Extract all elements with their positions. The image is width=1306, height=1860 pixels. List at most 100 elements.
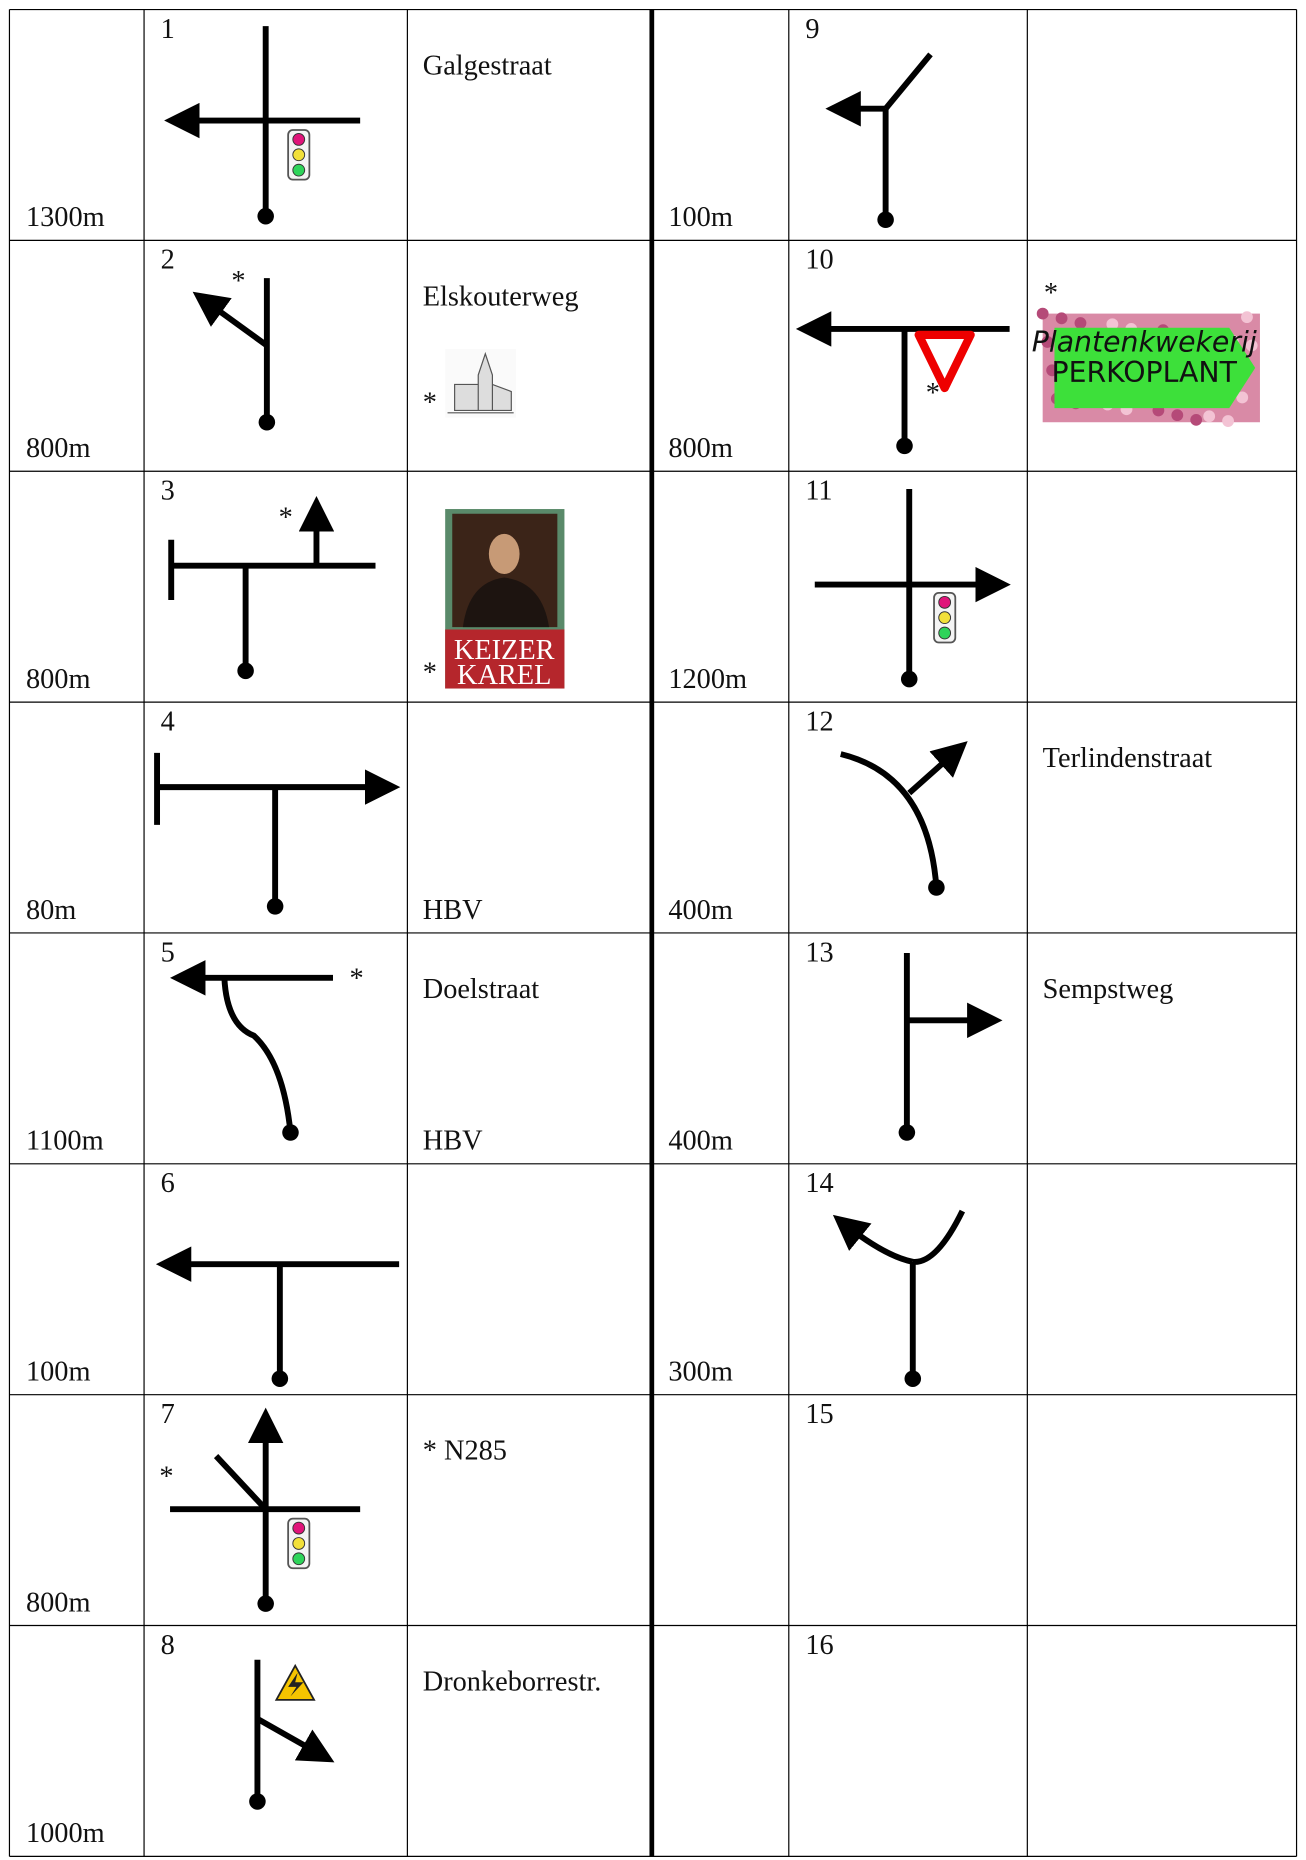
road-start (257, 1595, 274, 1612)
diagram-note: * (279, 503, 293, 534)
lamp (292, 133, 306, 146)
street-name: Galgestraat (423, 50, 552, 81)
bottom-note: HBV (423, 895, 483, 926)
diagram (898, 953, 1003, 1141)
road-start (266, 898, 284, 915)
diagram-note: * (231, 266, 245, 297)
step-number: 7 (161, 1399, 175, 1430)
distance: 800m (26, 433, 91, 464)
lamp (292, 1521, 306, 1535)
book-band (445, 629, 565, 689)
flower (1074, 317, 1087, 329)
flower (1041, 336, 1054, 348)
road (192, 291, 269, 348)
distance: 800m (26, 1587, 91, 1618)
road (912, 1209, 966, 1265)
distance: 1100m (26, 1126, 104, 1157)
road-start (237, 662, 254, 680)
sign (1054, 327, 1256, 409)
distance: 300m (668, 1356, 733, 1387)
street-name: Dronkeborrestr. (423, 1666, 602, 1697)
warning-bolt (288, 1672, 304, 1697)
book-title: KAREL (457, 660, 551, 691)
step-number: 11 (805, 476, 832, 507)
road-start (877, 211, 894, 228)
road (221, 977, 294, 1133)
road-start (271, 1370, 289, 1387)
church (447, 351, 514, 414)
road-start (900, 670, 918, 688)
diagram: * (192, 266, 276, 431)
distance: 800m (26, 664, 91, 695)
flower (1106, 318, 1119, 331)
step-number: 16 (805, 1630, 833, 1661)
distance: 100m (26, 1356, 91, 1387)
road (255, 1716, 335, 1763)
flower (1036, 307, 1049, 320)
distance: 800m (668, 433, 733, 464)
lamp (938, 611, 952, 625)
street-name: Sempstweg (1043, 974, 1174, 1005)
yield-sign (914, 330, 975, 393)
step-number: 8 (161, 1630, 175, 1661)
lamp (938, 595, 952, 609)
diagram (155, 1246, 400, 1387)
distance: 1300m (26, 202, 105, 233)
lamp (292, 163, 306, 177)
step-number: 14 (805, 1168, 833, 1199)
step-number: 4 (161, 706, 175, 737)
diagram (825, 52, 933, 228)
road-start (928, 879, 945, 896)
diagram-note: * (926, 378, 940, 409)
diagram: * (170, 960, 364, 1141)
road-start (258, 413, 276, 431)
road-start (898, 1124, 916, 1141)
flower (1190, 413, 1203, 426)
diagram (249, 1659, 335, 1810)
diagram-note: * (159, 1462, 173, 1493)
step-number: 10 (805, 245, 833, 276)
image-note: * (1044, 278, 1058, 309)
diagram (154, 752, 401, 915)
bottom-note: HBV (423, 1126, 483, 1157)
flower (1222, 415, 1234, 427)
street-name: Terlindenstraat (1043, 743, 1213, 774)
flower (1241, 311, 1253, 324)
step-number: 9 (805, 14, 819, 45)
street-name: * N285 (423, 1436, 507, 1467)
image-note: * (423, 657, 437, 688)
step-number: 12 (805, 706, 833, 737)
step-number: 2 (161, 245, 175, 276)
diagram (814, 488, 1011, 688)
road (907, 741, 968, 796)
flower (1236, 391, 1249, 404)
diagram (832, 1209, 966, 1387)
step-number: 15 (805, 1399, 833, 1430)
road (840, 751, 940, 888)
road-start (904, 1370, 922, 1387)
diagram: * (168, 496, 376, 680)
step-number: 1 (161, 14, 175, 45)
diagram: * (795, 311, 1010, 455)
lamp (292, 148, 306, 162)
sign-text: Plantenkwekerij (1032, 325, 1257, 358)
face (488, 533, 520, 574)
distance: 1200m (668, 664, 747, 695)
step-number: 5 (161, 937, 175, 968)
image-note: * (423, 388, 437, 419)
flower (1055, 312, 1068, 325)
diagram: * (159, 1407, 361, 1612)
lamp (292, 1537, 306, 1550)
distance: 400m (668, 1126, 733, 1157)
lamp (292, 1552, 306, 1566)
distance: 400m (668, 895, 733, 926)
street-name: Doelstraat (423, 974, 540, 1005)
church-image (445, 349, 517, 418)
road-start (896, 437, 913, 455)
diagram (164, 26, 361, 225)
flower (1171, 409, 1184, 422)
